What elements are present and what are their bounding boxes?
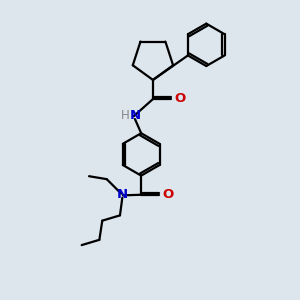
Text: O: O — [162, 188, 174, 201]
Text: N: N — [129, 109, 140, 122]
Text: O: O — [174, 92, 185, 105]
Text: H: H — [121, 109, 129, 122]
Text: N: N — [117, 188, 128, 201]
